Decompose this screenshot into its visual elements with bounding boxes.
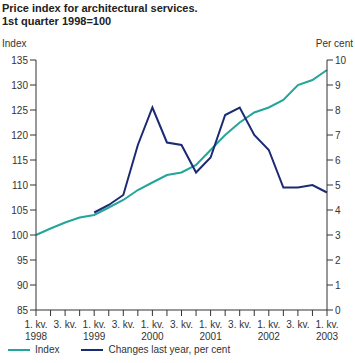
svg-text:3. kv.: 3. kv. [286,319,309,330]
svg-text:2: 2 [335,255,341,266]
svg-text:90: 90 [17,280,29,291]
svg-text:100: 100 [11,230,28,241]
html-text:Per cent: Per cent [315,38,353,49]
svg-text:3. kv.: 3. kv. [54,319,77,330]
svg-text:1: 1 [335,280,341,291]
svg-text:3. kv.: 3. kv. [170,319,193,330]
svg-text:115: 115 [12,155,28,166]
svg-text:1. kv.2002: 1. kv.2002 [257,319,280,342]
html-text:Changes last year, per cent: Changes last year, per cent [108,344,231,355]
html-text:1st quarter 1998=100: 1st quarter 1998=100 [2,15,112,27]
svg-text:1. kv.1998: 1. kv.1998 [24,319,47,342]
svg-text:130: 130 [11,80,28,91]
svg-text:5: 5 [335,180,341,191]
svg-text:125: 125 [11,105,28,116]
svg-text:6: 6 [335,155,341,166]
svg-text:4: 4 [335,205,341,216]
svg-text:110: 110 [12,180,28,191]
svg-text:1. kv.2000: 1. kv.2000 [141,319,164,342]
svg-text:85: 85 [17,305,29,316]
html-text:Price index for architectural: Price index for architectural services. [2,2,198,14]
svg-text:3. kv.: 3. kv. [228,319,251,330]
svg-text:9: 9 [335,80,341,91]
svg-text:1. kv.2003: 1. kv.2003 [315,319,338,342]
svg-text:3. kv.: 3. kv. [112,319,135,330]
svg-text:1. kv.2001: 1. kv.2001 [199,319,222,342]
html-text:Index: Index [35,344,60,355]
svg-text:10: 10 [335,55,347,66]
svg-text:1. kv.1999: 1. kv.1999 [83,319,106,342]
svg-text:120: 120 [11,130,28,141]
svg-text:105: 105 [11,205,28,216]
svg-text:0: 0 [335,305,341,316]
svg-text:7: 7 [335,130,341,141]
svg-text:3: 3 [335,230,341,241]
html-text:Index: Index [2,38,27,49]
svg-text:95: 95 [17,255,29,266]
svg-text:135: 135 [11,55,28,66]
svg-text:8: 8 [335,105,341,116]
